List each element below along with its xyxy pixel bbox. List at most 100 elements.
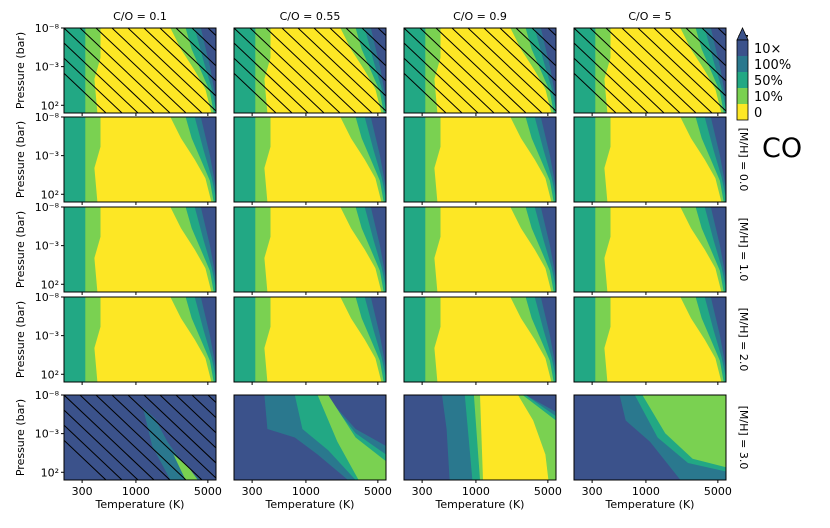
panel-grid: 10⁻⁸10⁻³10²10⁻⁸10⁻³10²10⁻⁸10⁻³10²10⁻⁸10⁻… <box>35 22 732 498</box>
region-yellow <box>480 395 549 480</box>
region-green-left <box>404 297 426 382</box>
panel-mh_2-co09 <box>403 296 557 385</box>
colorbar-label: 100% <box>754 58 791 73</box>
hatch-line <box>175 395 216 434</box>
region-dark-blue-right <box>200 28 216 101</box>
x-tick-label: 300 <box>412 485 433 498</box>
region-green-left <box>64 117 86 202</box>
contour-regions <box>574 395 726 480</box>
hatch-line <box>435 28 527 113</box>
panel-frame <box>63 116 217 203</box>
y-axis-label: Pressure (bar) <box>14 301 27 378</box>
x-tick-label: 5000 <box>194 485 222 498</box>
hatch-line <box>64 72 107 113</box>
contour-regions <box>234 28 386 113</box>
region-dark-blue-right <box>370 207 386 280</box>
y-axis-label: Pressure (bar) <box>14 399 27 476</box>
panel-mh_3-co5: 300 1000 5000 <box>573 394 732 498</box>
y-tick-label: 10⁻⁸ <box>35 291 60 304</box>
panel-frame <box>403 394 557 481</box>
region-dark-blue-right <box>200 207 216 280</box>
panel-mh_1-co01: 10⁻⁸ 10⁻³ 10² <box>35 201 217 295</box>
y-tick-label: 10² <box>41 278 59 291</box>
y-tick-label: 10² <box>41 368 59 381</box>
y-tick-label: 10⁻³ <box>35 330 59 343</box>
region-green-left <box>64 297 86 382</box>
panel-frame <box>403 116 557 203</box>
hatch-line <box>313 28 386 97</box>
y-tick-label: 10⁻⁸ <box>35 22 60 35</box>
contour-regions <box>64 117 216 202</box>
hatch-line <box>159 28 216 82</box>
colorbar-segment <box>737 104 748 120</box>
region-green-left <box>234 297 256 382</box>
region-green-left <box>64 207 86 292</box>
y-tick-label: 10⁻⁸ <box>35 111 60 124</box>
region-dark-blue-right <box>710 207 726 280</box>
panel-mh_2-co01: 10⁻⁸ 10⁻³ 10² <box>35 291 217 385</box>
panel-frame <box>233 206 387 293</box>
contour-regions <box>234 117 386 202</box>
hatch-line <box>404 42 479 113</box>
hatch-line <box>605 28 697 113</box>
y-tick-label: 10² <box>41 466 59 479</box>
hatch-line <box>685 28 726 67</box>
region-dark-blue-right <box>200 297 216 370</box>
x-tick-label: 1000 <box>122 485 150 498</box>
region-dark-blue-right <box>540 28 556 101</box>
panel-frame <box>573 27 727 114</box>
region-dark-blue-right <box>370 28 386 101</box>
hatch-line <box>329 28 386 82</box>
panel-frame <box>63 296 217 383</box>
hatch-line <box>64 424 123 480</box>
contour-regions <box>574 117 726 202</box>
contour-regions <box>404 28 556 113</box>
region-green-left <box>574 28 596 113</box>
hatch-line <box>127 395 216 479</box>
hatch-line <box>574 42 649 113</box>
y-axis-label: Pressure (bar) <box>14 211 27 288</box>
contour-regions <box>574 207 726 292</box>
contour-regions <box>404 117 556 202</box>
contour-regions <box>574 28 726 113</box>
region-dark-blue-right <box>710 28 726 101</box>
hatch-line <box>637 28 726 112</box>
hatch-line <box>621 28 713 113</box>
panel-mh_0-co055 <box>233 116 387 205</box>
colorbar-label: 10% <box>754 90 783 105</box>
hatch-line <box>701 28 726 52</box>
column-title: C/O = 5 <box>628 10 671 23</box>
hatch-line <box>467 28 556 112</box>
hatch-line <box>589 28 681 113</box>
panel-mh_3-co09: 300 1000 5000 <box>403 394 562 498</box>
hatch-line <box>419 28 511 113</box>
panel-frame <box>63 394 217 481</box>
hatch-line <box>265 28 357 113</box>
panel-mh_1-co055 <box>233 206 387 295</box>
region-green-left <box>404 207 426 292</box>
hatch-line <box>297 28 386 112</box>
hatch-line <box>404 28 495 113</box>
hatch-line <box>234 42 309 113</box>
hatch-line <box>111 28 203 113</box>
colorbar-label: 10× <box>754 42 781 57</box>
panel-frame <box>403 27 557 114</box>
hatch-line <box>404 57 463 113</box>
hatch-line <box>669 28 726 82</box>
region-dark-blue-right <box>370 297 386 370</box>
panel-mh_3-co01: 10⁻⁸ 10⁻³ 10² 300 1000 5000 <box>35 389 222 498</box>
panel-mh_0-co5 <box>573 116 727 205</box>
y-tick-label: 10⁻⁸ <box>35 201 60 214</box>
region-green-left <box>404 117 426 202</box>
panel-mh_2-co5 <box>573 296 727 385</box>
hatch-line <box>79 28 171 113</box>
panel-frame <box>233 27 387 114</box>
hatch-line <box>499 28 556 82</box>
column-title: C/O = 0.1 <box>113 10 167 23</box>
y-tick-label: 10⁻³ <box>35 428 59 441</box>
contour-regions <box>234 207 386 292</box>
row-label: [M/H] = 0.0 <box>737 128 750 192</box>
colorbar-label: 0 <box>754 106 762 121</box>
region-light-green <box>642 395 726 468</box>
region-dark-blue-right <box>710 117 726 190</box>
